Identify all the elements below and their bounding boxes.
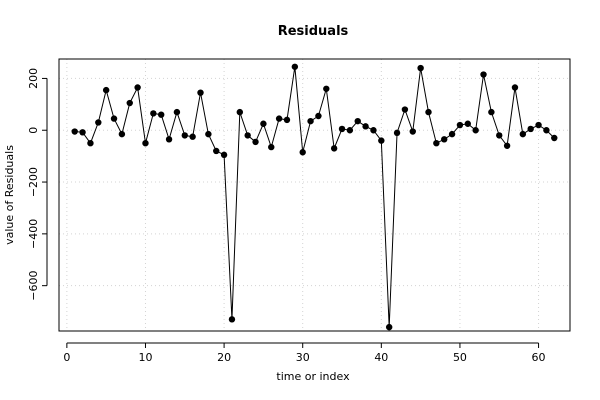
data-point	[315, 112, 322, 120]
data-point	[464, 120, 471, 127]
data-point	[205, 130, 212, 138]
data-point	[150, 110, 157, 117]
data-point	[441, 136, 448, 143]
data-point	[236, 108, 244, 116]
x-tick-label: 60	[532, 351, 546, 364]
data-point	[134, 84, 141, 91]
data-point	[385, 323, 393, 331]
data-point	[330, 145, 338, 152]
data-point	[158, 111, 165, 118]
data-point	[213, 147, 220, 155]
x-axis: 0 10 20 30 40 50 60	[63, 342, 546, 364]
x-tick-label: 0	[63, 351, 70, 364]
y-axis: −600 −400 −200 0 200	[27, 68, 48, 301]
data-point	[102, 86, 110, 94]
x-tick-label: 20	[217, 351, 231, 364]
data-point	[95, 119, 102, 126]
data-point	[503, 142, 511, 149]
data-point	[338, 125, 346, 133]
data-point	[551, 134, 558, 142]
data-point	[87, 139, 94, 147]
data-point	[142, 139, 149, 147]
y-tick-label: −200	[27, 167, 40, 197]
data-point	[165, 136, 173, 143]
data-point	[370, 127, 377, 134]
data-point	[480, 71, 487, 78]
data-point	[346, 127, 354, 134]
data-point	[118, 130, 126, 138]
points-layer	[71, 63, 558, 331]
x-axis-label: time or index	[276, 370, 350, 383]
data-point	[197, 89, 204, 96]
data-point	[378, 137, 385, 144]
data-point	[472, 127, 479, 134]
series-line	[74, 66, 555, 328]
y-tick-label: 0	[27, 127, 40, 134]
data-point	[291, 63, 299, 70]
x-tick-label: 10	[138, 351, 152, 364]
data-point	[228, 316, 236, 323]
y-tick-label: −600	[27, 271, 40, 301]
data-point	[488, 108, 495, 116]
data-point	[71, 128, 78, 135]
data-point	[220, 151, 228, 159]
series-layer	[74, 66, 555, 328]
data-point	[110, 115, 118, 122]
data-point	[511, 84, 519, 91]
y-tick-label: 200	[27, 68, 40, 89]
data-point	[417, 64, 424, 72]
data-point	[543, 127, 550, 134]
data-point	[252, 138, 259, 146]
data-point	[323, 85, 330, 92]
data-point	[126, 99, 133, 107]
data-point	[393, 129, 401, 137]
data-point	[425, 108, 432, 116]
data-point	[527, 125, 534, 133]
data-point	[283, 116, 291, 124]
data-point	[354, 117, 361, 125]
data-point	[535, 121, 542, 129]
data-point	[260, 120, 267, 127]
data-point	[181, 132, 188, 139]
data-point	[189, 133, 196, 140]
data-point	[173, 108, 181, 116]
x-tick-label: 40	[374, 351, 388, 364]
data-point	[244, 132, 251, 139]
data-point	[496, 132, 503, 139]
data-point	[433, 139, 440, 147]
y-axis-label: value of Residuals	[3, 145, 16, 245]
data-point	[362, 123, 369, 130]
data-point	[299, 149, 306, 156]
data-point	[409, 128, 416, 135]
x-tick-label: 50	[453, 351, 467, 364]
data-point	[456, 121, 464, 129]
data-point	[448, 130, 456, 138]
x-tick-label: 30	[296, 351, 310, 364]
data-point	[401, 106, 409, 113]
data-point	[307, 117, 314, 125]
data-point	[268, 143, 275, 151]
y-tick-label: −400	[27, 219, 40, 249]
data-point	[275, 115, 283, 122]
data-point	[519, 130, 527, 138]
data-point	[79, 129, 86, 136]
chart-title: Residuals	[278, 24, 349, 39]
plot-frame	[58, 58, 571, 332]
grid-layer	[59, 59, 570, 331]
